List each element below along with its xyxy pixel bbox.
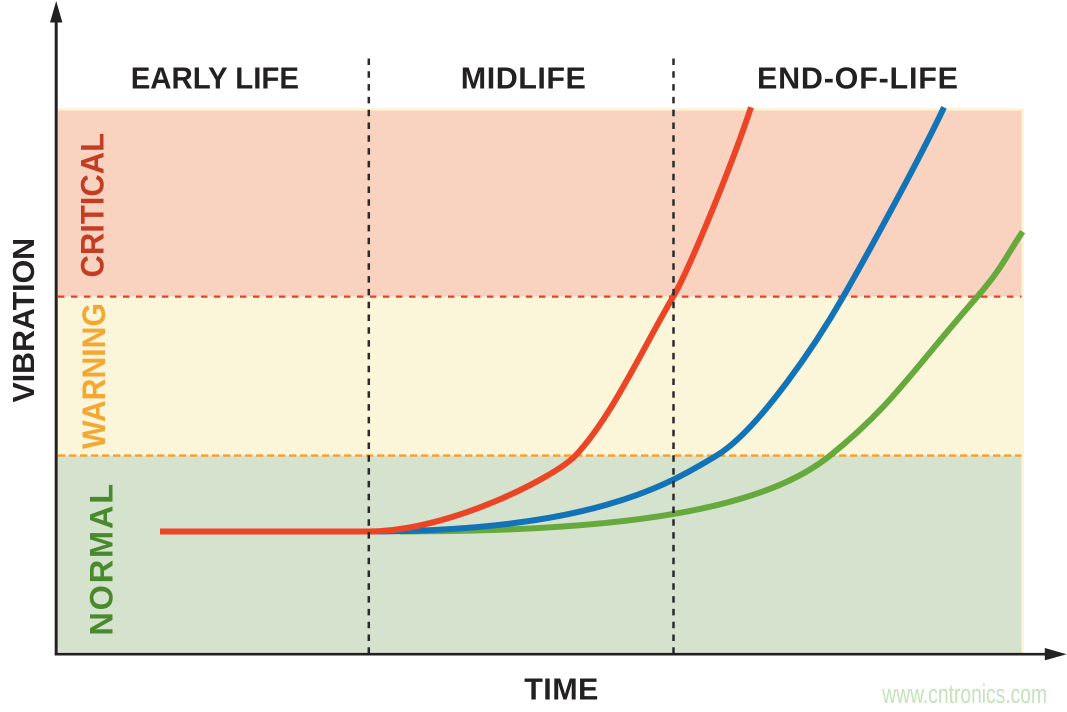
svg-text:www.cntronics.com: www.cntronics.com [882, 679, 1047, 709]
svg-text:EARLY LIFE: EARLY LIFE [131, 62, 299, 96]
svg-text:NORMAL: NORMAL [84, 484, 120, 636]
svg-text:TIME: TIME [524, 673, 598, 707]
svg-text:END-OF-LIFE: END-OF-LIFE [757, 62, 958, 96]
svg-text:VIBRATION: VIBRATION [7, 238, 41, 403]
svg-text:MIDLIFE: MIDLIFE [461, 62, 586, 96]
svg-text:CRITICAL: CRITICAL [74, 133, 110, 278]
svg-text:WARNING: WARNING [76, 303, 112, 449]
